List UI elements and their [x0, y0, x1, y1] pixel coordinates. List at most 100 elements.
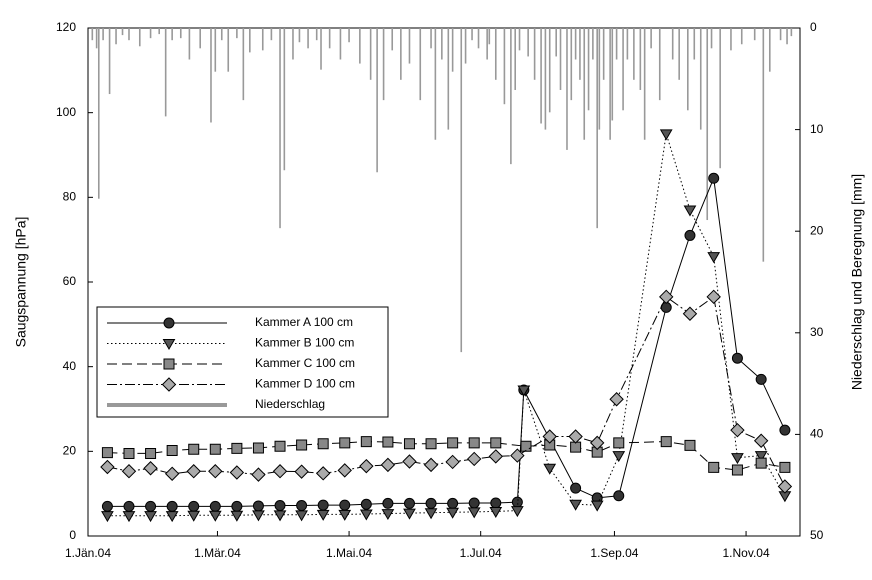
marker: [229, 465, 245, 480]
marker: [294, 464, 309, 479]
marker: [424, 508, 438, 520]
precipitation-bar: [359, 28, 361, 64]
marker: [753, 433, 769, 448]
marker: [683, 205, 697, 217]
marker: [274, 440, 286, 452]
marker: [707, 252, 721, 264]
precipitation-bar: [227, 28, 230, 72]
marker: [295, 510, 308, 522]
x-tick-label: 1.Jul.04: [460, 546, 502, 560]
precipitation-bar: [693, 28, 696, 60]
marker: [166, 500, 178, 512]
x-tick-label: 1.Mär.04: [194, 546, 241, 560]
precipitation-bar: [587, 28, 590, 111]
marker: [779, 424, 791, 436]
precipitation-bar: [494, 28, 497, 80]
marker: [273, 510, 287, 522]
y2-tick-label: 10: [810, 122, 824, 136]
precipitation-bar: [598, 28, 601, 130]
y2-tick-label: 40: [810, 427, 824, 441]
precipitation-bar: [283, 28, 286, 171]
precipitation-bar: [622, 28, 624, 111]
precipitation-bar: [307, 28, 309, 49]
marker: [186, 464, 201, 479]
marker: [101, 447, 113, 459]
marker: [403, 497, 415, 509]
marker: [296, 439, 308, 451]
marker: [230, 510, 244, 522]
marker: [570, 441, 582, 453]
y-tick-label: 40: [63, 359, 77, 373]
marker: [543, 463, 557, 475]
marker: [425, 438, 437, 450]
marker: [337, 463, 352, 478]
marker: [612, 451, 626, 463]
precipitation-bar: [279, 28, 281, 229]
marker: [570, 482, 582, 494]
precipitation-bar: [121, 28, 124, 36]
marker: [164, 466, 180, 481]
marker: [145, 447, 157, 459]
marker: [145, 500, 157, 512]
precipitation-bar: [441, 28, 443, 60]
marker: [660, 436, 672, 448]
marker: [339, 437, 351, 449]
y-tick-label: 0: [69, 528, 76, 542]
precipitation-bar: [315, 28, 318, 41]
marker: [121, 464, 137, 479]
marker: [423, 457, 439, 473]
marker: [468, 497, 480, 509]
marker: [272, 464, 288, 479]
marker: [360, 498, 372, 510]
marker: [613, 437, 625, 449]
marker: [511, 496, 523, 508]
marker: [589, 435, 605, 451]
precipitation-bar: [678, 28, 680, 80]
precipitation-bar: [687, 28, 689, 111]
marker: [231, 500, 243, 512]
marker: [188, 443, 200, 455]
precipitation-bar: [570, 28, 573, 101]
plot-frame: [87, 27, 801, 537]
marker: [161, 377, 177, 392]
precipitation-bar: [579, 28, 581, 80]
precipitation-bar: [633, 28, 635, 80]
y-tick-label: 100: [56, 105, 76, 119]
precipitation-bar: [210, 28, 212, 123]
marker: [187, 510, 201, 522]
y2-tick-label: 20: [810, 223, 824, 237]
precipitation-bar: [115, 28, 117, 45]
precipitation-bar: [671, 28, 674, 60]
precipitation-bar: [382, 28, 385, 101]
precipitation-bar: [753, 28, 756, 41]
marker: [317, 499, 329, 511]
marker: [510, 448, 525, 463]
precipitation-bar: [270, 28, 273, 41]
precipitation-bar: [533, 28, 536, 80]
marker: [209, 500, 221, 512]
precipitation-bar: [320, 28, 322, 70]
marker: [542, 429, 557, 444]
precipitation-bar: [91, 28, 94, 41]
marker: [510, 506, 524, 518]
precipitation-bar: [626, 28, 629, 60]
marker: [251, 467, 266, 482]
precipitation-bar: [514, 28, 516, 90]
precipitation-bar: [179, 28, 182, 39]
marker: [569, 499, 582, 511]
marker: [252, 510, 265, 522]
precipitation-bar: [518, 28, 521, 51]
legend: Kammer A 100 cm Kammer B 100 cm Kammer C 1…: [96, 306, 389, 418]
precipitation-bar: [477, 28, 480, 49]
marker: [488, 449, 503, 464]
precipitation-bar: [574, 28, 577, 60]
marker: [166, 444, 178, 456]
precipitation-bar: [138, 28, 141, 47]
precipitation-bar: [434, 28, 437, 140]
marker: [490, 497, 502, 509]
marker: [274, 500, 286, 512]
y-tick-label: 60: [63, 274, 77, 288]
precipitation-bar: [471, 28, 473, 41]
x-tick-label: 1.Nov.04: [722, 546, 769, 560]
legend-label: Kammer C 100 cm: [255, 356, 355, 370]
